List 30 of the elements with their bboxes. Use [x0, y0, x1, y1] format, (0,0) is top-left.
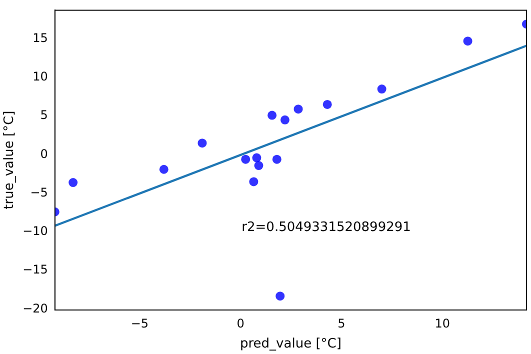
- x-tick-label: 0: [236, 316, 244, 330]
- point: [322, 100, 332, 109]
- point: [249, 177, 258, 186]
- y-tick-label: 10: [32, 70, 48, 84]
- x-tick-label: 5: [338, 316, 346, 330]
- y-tick-label: −10: [22, 224, 48, 238]
- point: [294, 104, 303, 114]
- x-tick-label: −5: [130, 316, 149, 330]
- annotation: r2=0.5049331520899291: [242, 220, 411, 236]
- point: [272, 154, 282, 164]
- y-tick-label: −20: [22, 301, 48, 316]
- point: [276, 292, 285, 301]
- y-tick-label: 15: [32, 30, 48, 45]
- y-tick-label: −5: [30, 185, 48, 200]
- y-tick-label: 0: [40, 146, 48, 161]
- y-tick-label: 5: [40, 108, 48, 122]
- point: [254, 161, 264, 170]
- x-axis-title: pred_value [°C]: [240, 336, 342, 352]
- point: [268, 110, 277, 120]
- x-tick-label: 10: [434, 316, 450, 330]
- point: [377, 84, 386, 94]
- point: [280, 115, 290, 124]
- point: [241, 154, 250, 164]
- point: [463, 36, 472, 46]
- point: [252, 153, 262, 162]
- point: [68, 178, 78, 188]
- point: [198, 138, 207, 148]
- y-tick-label: −15: [22, 262, 48, 277]
- point: [159, 164, 168, 174]
- y-axis-title: true_value [°C]: [2, 110, 18, 210]
